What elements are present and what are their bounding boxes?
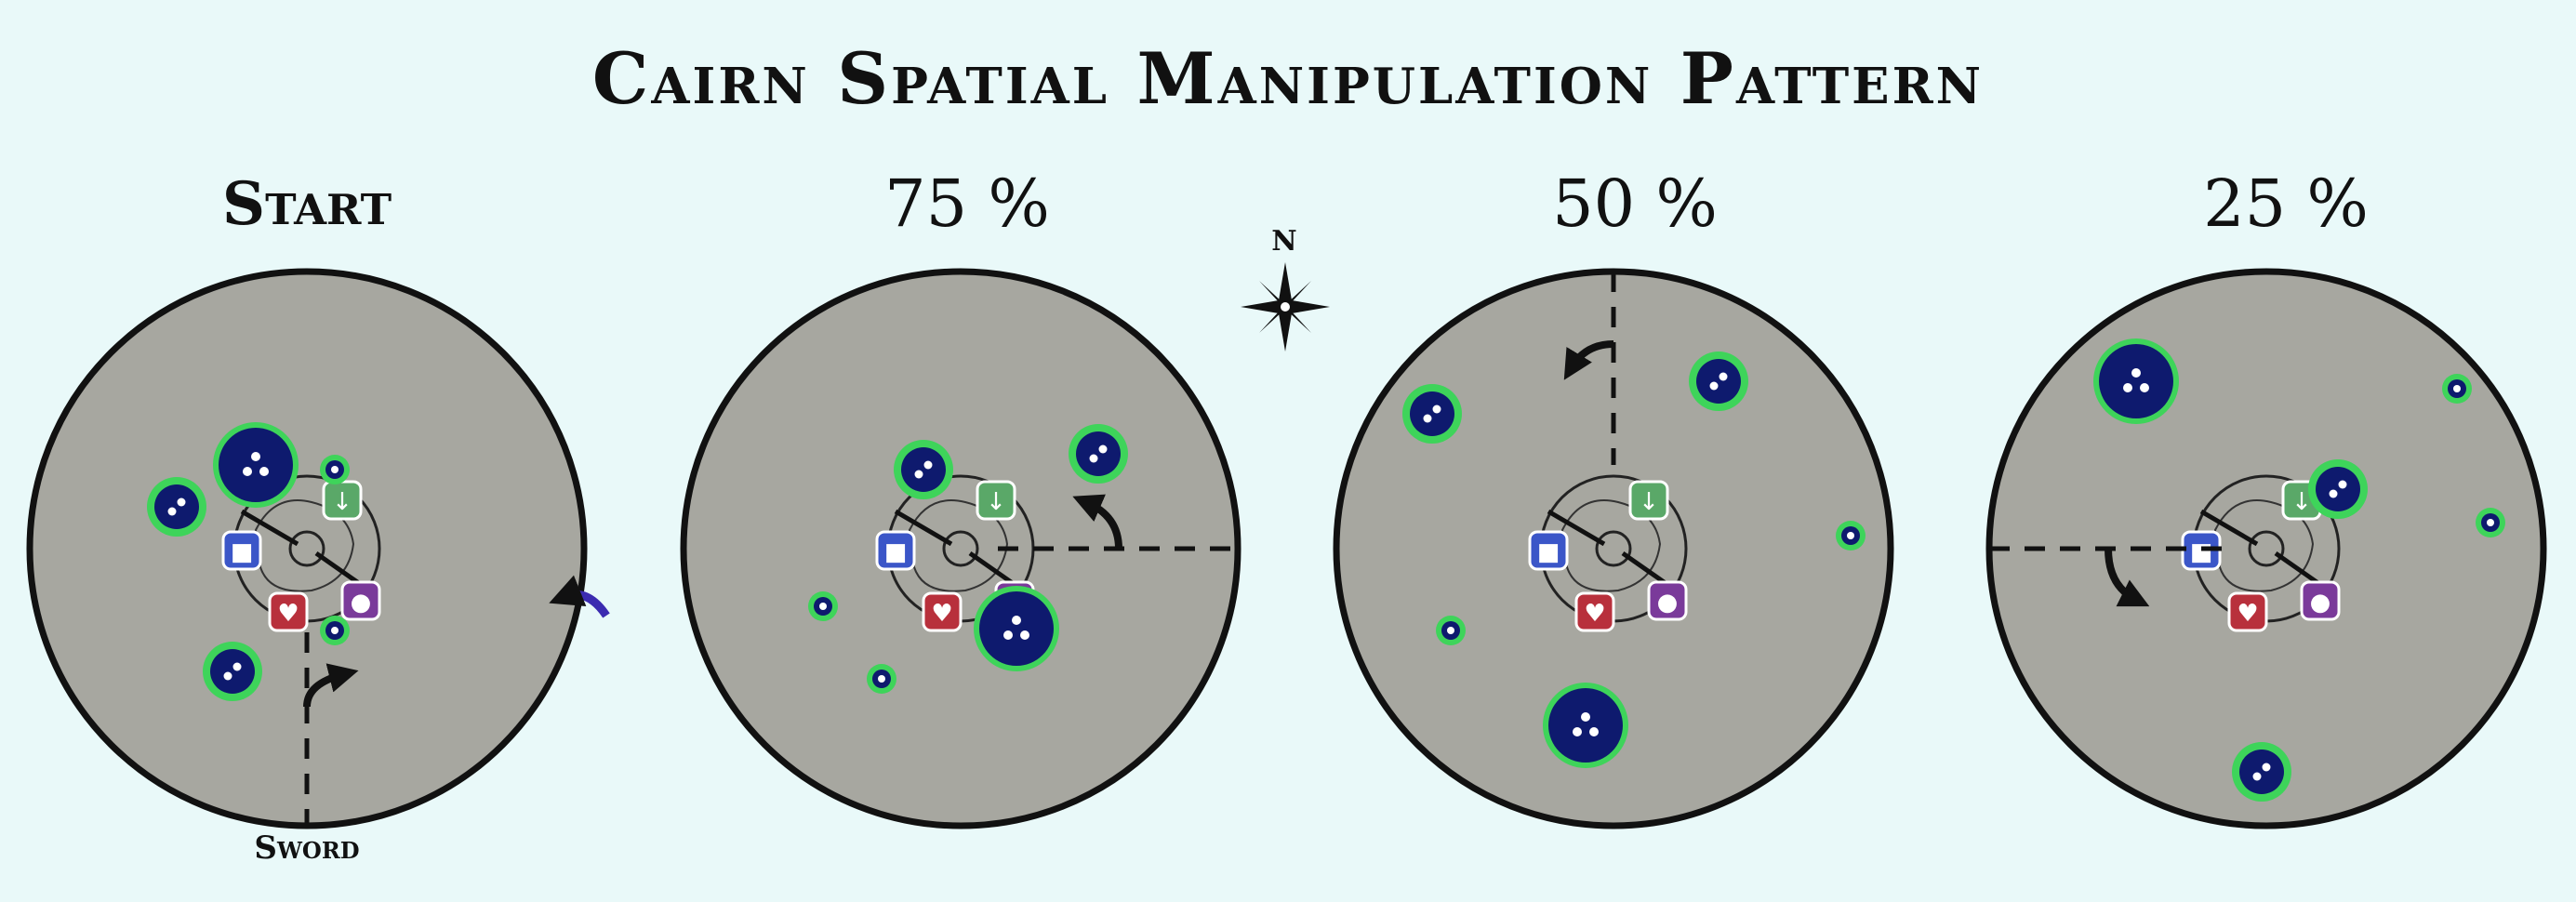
arrow-marker-icon: ↓ (322, 480, 363, 521)
rotation-arrow (2105, 548, 2150, 607)
sword-mark (240, 509, 299, 547)
arena-panel-4: ■ ↓ ♥ ● (1985, 268, 2547, 829)
compass-rose-icon (1241, 262, 1330, 352)
sword-mark (2274, 550, 2324, 589)
arena-panel-2: ■↓♥● (680, 268, 1242, 829)
cairn-center (288, 530, 325, 567)
svg-text:♥: ♥ (1584, 600, 1605, 628)
heart-marker-icon: ♥ (1574, 591, 1615, 632)
cairn-center (1595, 530, 1632, 567)
sword-mark (314, 550, 365, 589)
panel-label-75: 75 % (884, 166, 1050, 242)
shield-marker-icon: ■ (875, 530, 916, 571)
svg-text:↓: ↓ (2291, 488, 2312, 516)
void-zone (808, 591, 838, 621)
void-zone (2442, 374, 2472, 404)
void-zone (320, 455, 350, 484)
sword-label: Sword (254, 829, 360, 867)
void-zone (2232, 742, 2291, 802)
svg-text:♥: ♥ (2237, 600, 2258, 628)
arena-panel-3: ■ ↓ ♥ ● (1333, 268, 1894, 829)
svg-text:●: ● (351, 589, 372, 617)
shield-marker-icon: ■ (1528, 530, 1569, 571)
cairn-outline (908, 499, 1009, 592)
sword-mark (968, 550, 1018, 589)
cairn-center (2248, 530, 2285, 567)
void-zone (894, 440, 953, 499)
svg-text:●: ● (1657, 589, 1679, 617)
heart-marker-icon: ♥ (2227, 591, 2268, 632)
void-zone (1836, 521, 1866, 550)
svg-text:■: ■ (2190, 538, 2213, 566)
void-zone (2308, 459, 2368, 519)
svg-text:■: ■ (231, 538, 254, 566)
rotation-direction-icon (549, 575, 610, 618)
heart-marker-icon: ♥ (922, 591, 963, 632)
orb-marker-icon: ● (1647, 580, 1688, 621)
svg-text:■: ■ (884, 538, 908, 566)
svg-text:↓: ↓ (986, 488, 1006, 516)
void-zone (147, 477, 206, 537)
orb-marker-icon: ● (340, 580, 381, 621)
diagram-title: Cairn Spatial Manipulation Pattern (591, 37, 1985, 120)
rotation-arrow (1563, 340, 1614, 380)
cairn-outline (254, 499, 355, 592)
svg-text:♥: ♥ (931, 600, 952, 628)
cairn-outline (1560, 499, 1662, 592)
void-zone (2093, 338, 2179, 424)
svg-text:↓: ↓ (1639, 488, 1659, 516)
void-zone (203, 642, 262, 701)
svg-text:■: ■ (1537, 538, 1560, 566)
sword-mark (1621, 550, 1671, 589)
cairn-outline (2213, 499, 2315, 592)
svg-text:♥: ♥ (277, 600, 299, 628)
sword-mark (2199, 509, 2259, 547)
arrow-marker-icon: ↓ (1628, 480, 1669, 521)
svg-text:↓: ↓ (332, 488, 352, 516)
void-zone (974, 586, 1059, 671)
void-zone (1689, 352, 1748, 411)
arena-panel-1: ■ ↓ ♥ ● (26, 268, 610, 829)
void-zone (213, 422, 299, 508)
void-zone (2476, 508, 2505, 537)
sword-mark (1547, 509, 1606, 547)
void-zone (867, 664, 896, 694)
void-zone (1069, 424, 1128, 484)
rotation-arrow (1072, 494, 1122, 550)
compass-north-label: N (1271, 225, 1297, 258)
arrow-marker-icon: ↓ (976, 480, 1016, 521)
void-zone (1543, 683, 1628, 768)
void-zone (1402, 384, 1462, 444)
void-zone (1436, 616, 1466, 645)
void-zone (320, 616, 350, 645)
panel-label-25: 25 % (2203, 166, 2369, 242)
heart-marker-icon: ♥ (268, 591, 309, 632)
panel-label-start: Start (221, 169, 392, 239)
arena-circle (680, 268, 1242, 829)
shield-marker-icon: ■ (221, 530, 262, 571)
panel-label-50: 50 % (1552, 166, 1718, 242)
orb-marker-icon: ● (2300, 580, 2341, 621)
sword-mark (894, 509, 953, 547)
svg-text:●: ● (2310, 589, 2331, 617)
rotation-arrow (303, 663, 359, 708)
cairn-center (942, 530, 979, 567)
